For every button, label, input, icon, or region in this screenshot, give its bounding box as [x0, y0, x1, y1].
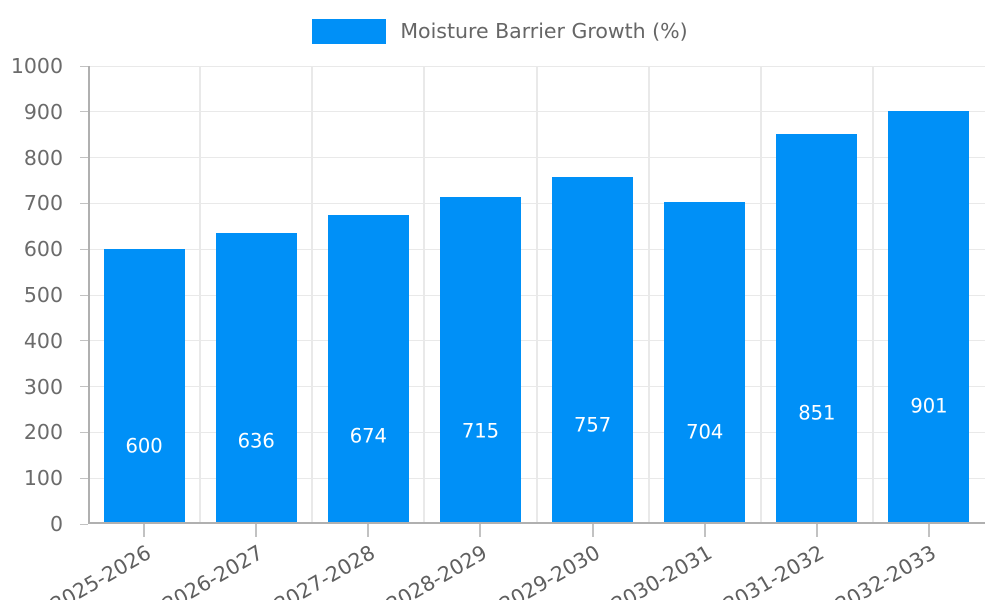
x-tick-mark	[927, 524, 930, 537]
legend-color-swatch	[312, 18, 387, 44]
y-tick-label: 0	[49, 511, 63, 536]
x-gridline	[759, 66, 762, 524]
x-gridline	[199, 66, 202, 524]
y-tick-label: 800	[23, 145, 63, 170]
y-tick-mark	[80, 523, 88, 525]
bar[interactable]	[664, 201, 746, 524]
x-tick-mark	[703, 524, 706, 537]
x-tick-mark	[143, 524, 146, 537]
y-tick-label: 200	[23, 420, 63, 445]
x-gridline	[535, 66, 538, 524]
x-gridline	[311, 66, 314, 524]
y-tick-mark	[80, 202, 88, 204]
x-tick-mark	[255, 524, 258, 537]
y-tick-label: 900	[23, 99, 63, 124]
x-tick-mark	[367, 524, 370, 537]
y-tick-mark	[80, 111, 88, 113]
x-tick-label: 2025-2026	[46, 540, 156, 600]
y-axis-spine	[88, 66, 90, 524]
y-tick-mark	[80, 294, 88, 296]
y-tick-label: 1000	[10, 53, 63, 78]
y-tick-mark	[80, 248, 88, 250]
x-tick-mark	[815, 524, 818, 537]
bar[interactable]	[439, 196, 521, 524]
x-axis-spine	[88, 522, 985, 524]
x-gridline	[647, 66, 650, 524]
y-tick-label: 600	[23, 236, 63, 261]
legend-label: Moisture Barrier Growth (%)	[400, 18, 688, 43]
chart-legend: Moisture Barrier Growth (%)	[0, 10, 1000, 52]
y-tick-mark	[80, 65, 88, 67]
y-tick-label: 400	[23, 328, 63, 353]
y-tick-label: 500	[23, 282, 63, 307]
bar[interactable]	[888, 111, 970, 524]
bar[interactable]	[103, 249, 185, 524]
y-tick-mark	[80, 477, 88, 479]
x-gridline	[423, 66, 426, 524]
bar[interactable]	[327, 215, 409, 524]
y-tick-mark	[80, 386, 88, 388]
y-tick-label: 700	[23, 191, 63, 216]
bar[interactable]	[552, 177, 634, 524]
x-gridline	[871, 66, 874, 524]
y-tick-label: 300	[23, 374, 63, 399]
plot-area: 600 636 674 715 757 704 851 901 2025-2026 2026-2…	[11, 56, 985, 600]
bar[interactable]	[215, 232, 297, 524]
y-tick-mark	[80, 157, 88, 159]
x-tick-mark	[479, 524, 482, 537]
x-tick-mark	[591, 524, 594, 537]
y-tick-mark	[80, 340, 88, 342]
y-tick-label: 100	[23, 465, 63, 490]
y-tick-mark	[80, 431, 88, 433]
bar[interactable]	[776, 134, 858, 524]
